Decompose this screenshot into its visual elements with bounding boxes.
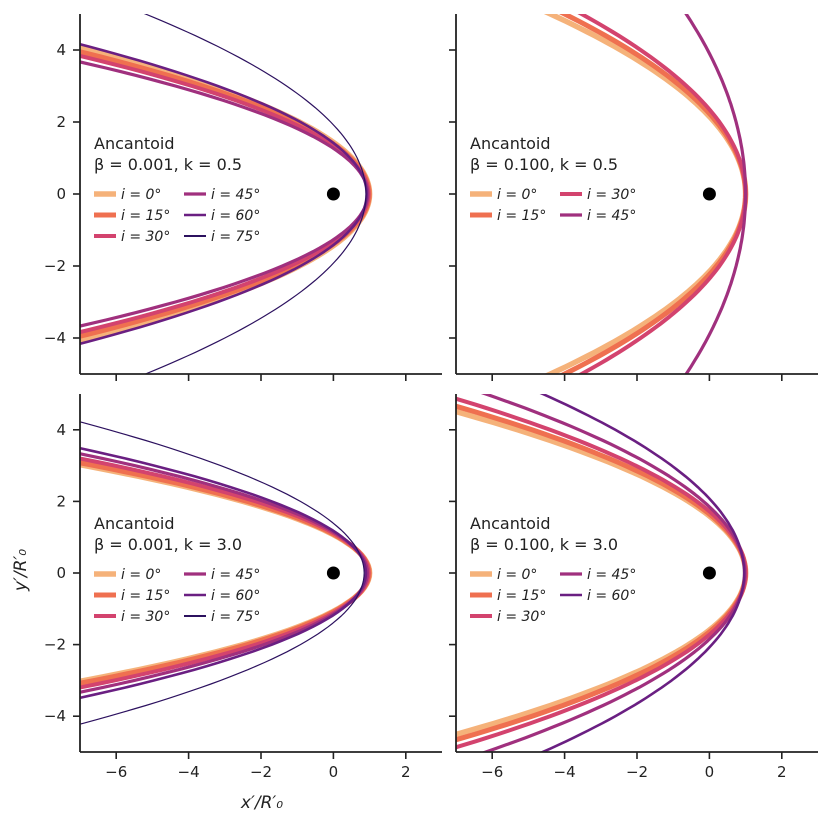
legend-title: β = 0.100, k = 3.0 [470,535,618,554]
series-line-3 [80,452,369,694]
series-line-5 [143,14,367,374]
legend-label: i = 15° [121,588,170,604]
y-axis-title: y′/R′₀ [11,549,31,592]
x-tick-label: −4 [178,763,200,781]
legend: Ancantoid β = 0.001, k = 3.0 i = 0° i = 15°… [94,514,260,625]
x-tick-label: 0 [329,763,339,781]
legend-title: Ancantoid [94,134,175,153]
legend-title: Ancantoid [470,134,551,153]
panel-top-right: Ancantoid β = 0.100, k = 0.5 i = 0° i = 15°… [449,14,818,381]
x-tick-label: 2 [401,763,411,781]
x-tick-label: −2 [626,763,648,781]
legend-label: i = 75° [211,229,260,245]
series-line-3 [80,60,370,328]
legend-label: i = 15° [497,208,546,224]
legend: Ancantoid β = 0.001, k = 0.5 i = 0° i = 15°… [94,134,260,245]
series-line-4 [80,446,368,700]
series-line-4 [539,394,746,752]
series-line-2 [577,14,748,374]
legend-label: i = 75° [211,609,260,625]
panel-top-left: −4 −2 0 2 4 Ancantoid β = 0.001, k = 0.5 i = 0°… [44,14,442,381]
legend-label: i = 0° [121,567,161,583]
series-line-0 [543,14,749,374]
series-line-1 [558,14,749,374]
y-tick-label: −2 [44,257,66,275]
x-tick-label: −6 [105,763,127,781]
y-tick-label: 0 [56,564,66,582]
series-line-1 [80,49,372,339]
y-tick-label: 4 [56,41,66,59]
x-tick-label: 2 [777,763,787,781]
legend-label: i = 30° [121,609,170,625]
x-tick-label: −4 [554,763,576,781]
legend-label: i = 60° [587,588,636,604]
series-line-0 [80,44,373,344]
y-tick-label: −4 [44,707,66,725]
series-line-3 [684,14,748,374]
series-line-2 [80,53,371,335]
legend-title: β = 0.100, k = 0.5 [470,155,618,174]
legend-label: i = 60° [211,588,260,604]
star-marker [326,187,340,201]
legend-label: i = 45° [211,567,260,583]
panel-bottom-right: −6 −4 −2 0 2 Ancantoid β = 0.100, k = 3.0 i = 0… [449,394,818,781]
legend-label: i = 0° [497,567,537,583]
x-tick-label: −6 [481,763,503,781]
x-axis-title: x′/R′₀ [240,793,283,813]
legend: Ancantoid β = 0.100, k = 0.5 i = 0° i = 15°… [470,134,636,224]
legend-label: i = 45° [211,187,260,203]
x-tick-label: 0 [705,763,715,781]
curves [543,14,749,374]
y-tick-label: −4 [44,329,66,347]
x-tick-label: −2 [250,763,272,781]
y-tick-label: 0 [56,185,66,203]
legend-title: Ancantoid [470,514,551,533]
legend-label: i = 45° [587,208,636,224]
y-tick-label: −2 [44,636,66,654]
panel-bottom-left: −6 −4 −2 0 2 −4 −2 0 2 4 Ancantoid β = 0.001, k = 3… [44,394,442,781]
star-marker [702,566,716,580]
curves [456,394,749,752]
legend-title: β = 0.001, k = 3.0 [94,535,242,554]
legend-title: β = 0.001, k = 0.5 [94,155,242,174]
series-line-5 [80,421,365,725]
legend-label: i = 15° [121,208,170,224]
legend-label: i = 30° [587,187,636,203]
y-tick-label: 2 [56,492,66,510]
legend-label: i = 30° [497,609,546,625]
y-tick-label: 4 [56,421,66,439]
star-marker [702,187,716,201]
legend-label: i = 30° [121,229,170,245]
curves [80,421,373,725]
star-marker [326,566,340,580]
legend-label: i = 15° [497,588,546,604]
legend-label: i = 0° [497,187,537,203]
legend-label: i = 45° [587,567,636,583]
legend: Ancantoid β = 0.100, k = 3.0 i = 0° i = 15°… [470,514,636,625]
series-line-4 [80,42,369,346]
legend-label: i = 60° [211,208,260,224]
legend-title: Ancantoid [94,514,175,533]
y-tick-label: 2 [56,113,66,131]
legend-label: i = 0° [121,187,161,203]
curves [80,14,373,374]
